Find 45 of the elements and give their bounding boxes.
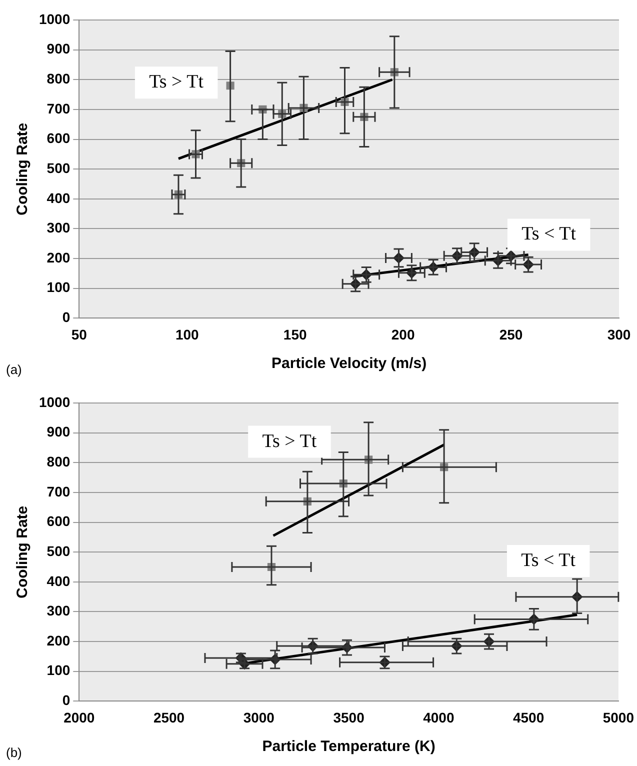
annotation: Ts > Tt bbox=[262, 430, 318, 452]
y-tick-label: 500 bbox=[46, 160, 70, 176]
y-tick-label: 100 bbox=[46, 279, 70, 296]
x-tick-label: 200 bbox=[391, 326, 415, 342]
x-tick-label: 2500 bbox=[153, 709, 185, 726]
y-tick-label: 700 bbox=[46, 100, 70, 116]
x-tick-label: 5000 bbox=[602, 709, 634, 726]
x-tick-label: 4000 bbox=[423, 709, 454, 726]
x-tick-label: 300 bbox=[607, 326, 631, 342]
x-tick-label: 3000 bbox=[243, 709, 275, 726]
annotation: Ts < Tt bbox=[521, 550, 576, 572]
x-tick-label: 3500 bbox=[333, 709, 365, 726]
y-tick-label: 400 bbox=[46, 572, 70, 589]
annotation: Ts < Tt bbox=[522, 224, 577, 245]
y-axis-title: Cooling Rate bbox=[14, 506, 32, 598]
y-tick-label: 900 bbox=[46, 40, 70, 57]
y-tick-label: 100 bbox=[46, 662, 70, 678]
y-tick-label: 200 bbox=[46, 632, 70, 648]
y-tick-label: 800 bbox=[46, 70, 70, 86]
x-tick-label: 150 bbox=[283, 326, 307, 342]
x-tick-label: 4500 bbox=[512, 709, 544, 726]
text: (a) bbox=[6, 362, 22, 378]
y-tick-label: 800 bbox=[46, 454, 70, 470]
text: (b) bbox=[6, 745, 22, 760]
y-tick-label: 1000 bbox=[38, 10, 70, 27]
y-tick-label: 0 bbox=[62, 692, 70, 708]
y-tick-label: 1000 bbox=[38, 394, 70, 410]
y-tick-label: 400 bbox=[46, 190, 70, 206]
x-axis-title: Particle Temperature (K) bbox=[262, 738, 436, 756]
annotation: Ts > Tt bbox=[149, 72, 204, 93]
y-tick-label: 700 bbox=[46, 483, 70, 500]
y-tick-label: 600 bbox=[46, 513, 70, 530]
y-tick-label: 0 bbox=[62, 309, 70, 326]
y-tick-label: 600 bbox=[46, 130, 70, 146]
x-tick-label: 250 bbox=[499, 326, 523, 342]
x-tick-label: 50 bbox=[71, 326, 88, 342]
y-tick-label: 200 bbox=[46, 249, 70, 266]
y-axis-title: Cooling Rate bbox=[14, 122, 32, 216]
x-tick-label: 2000 bbox=[64, 709, 95, 726]
y-tick-label: 300 bbox=[46, 220, 70, 236]
y-tick-label: 900 bbox=[46, 424, 70, 440]
y-tick-label: 300 bbox=[46, 602, 70, 619]
x-tick-label: 100 bbox=[175, 326, 200, 342]
x-axis-title: Particle Velocity (m/s) bbox=[272, 355, 427, 372]
y-tick-label: 500 bbox=[46, 542, 70, 559]
